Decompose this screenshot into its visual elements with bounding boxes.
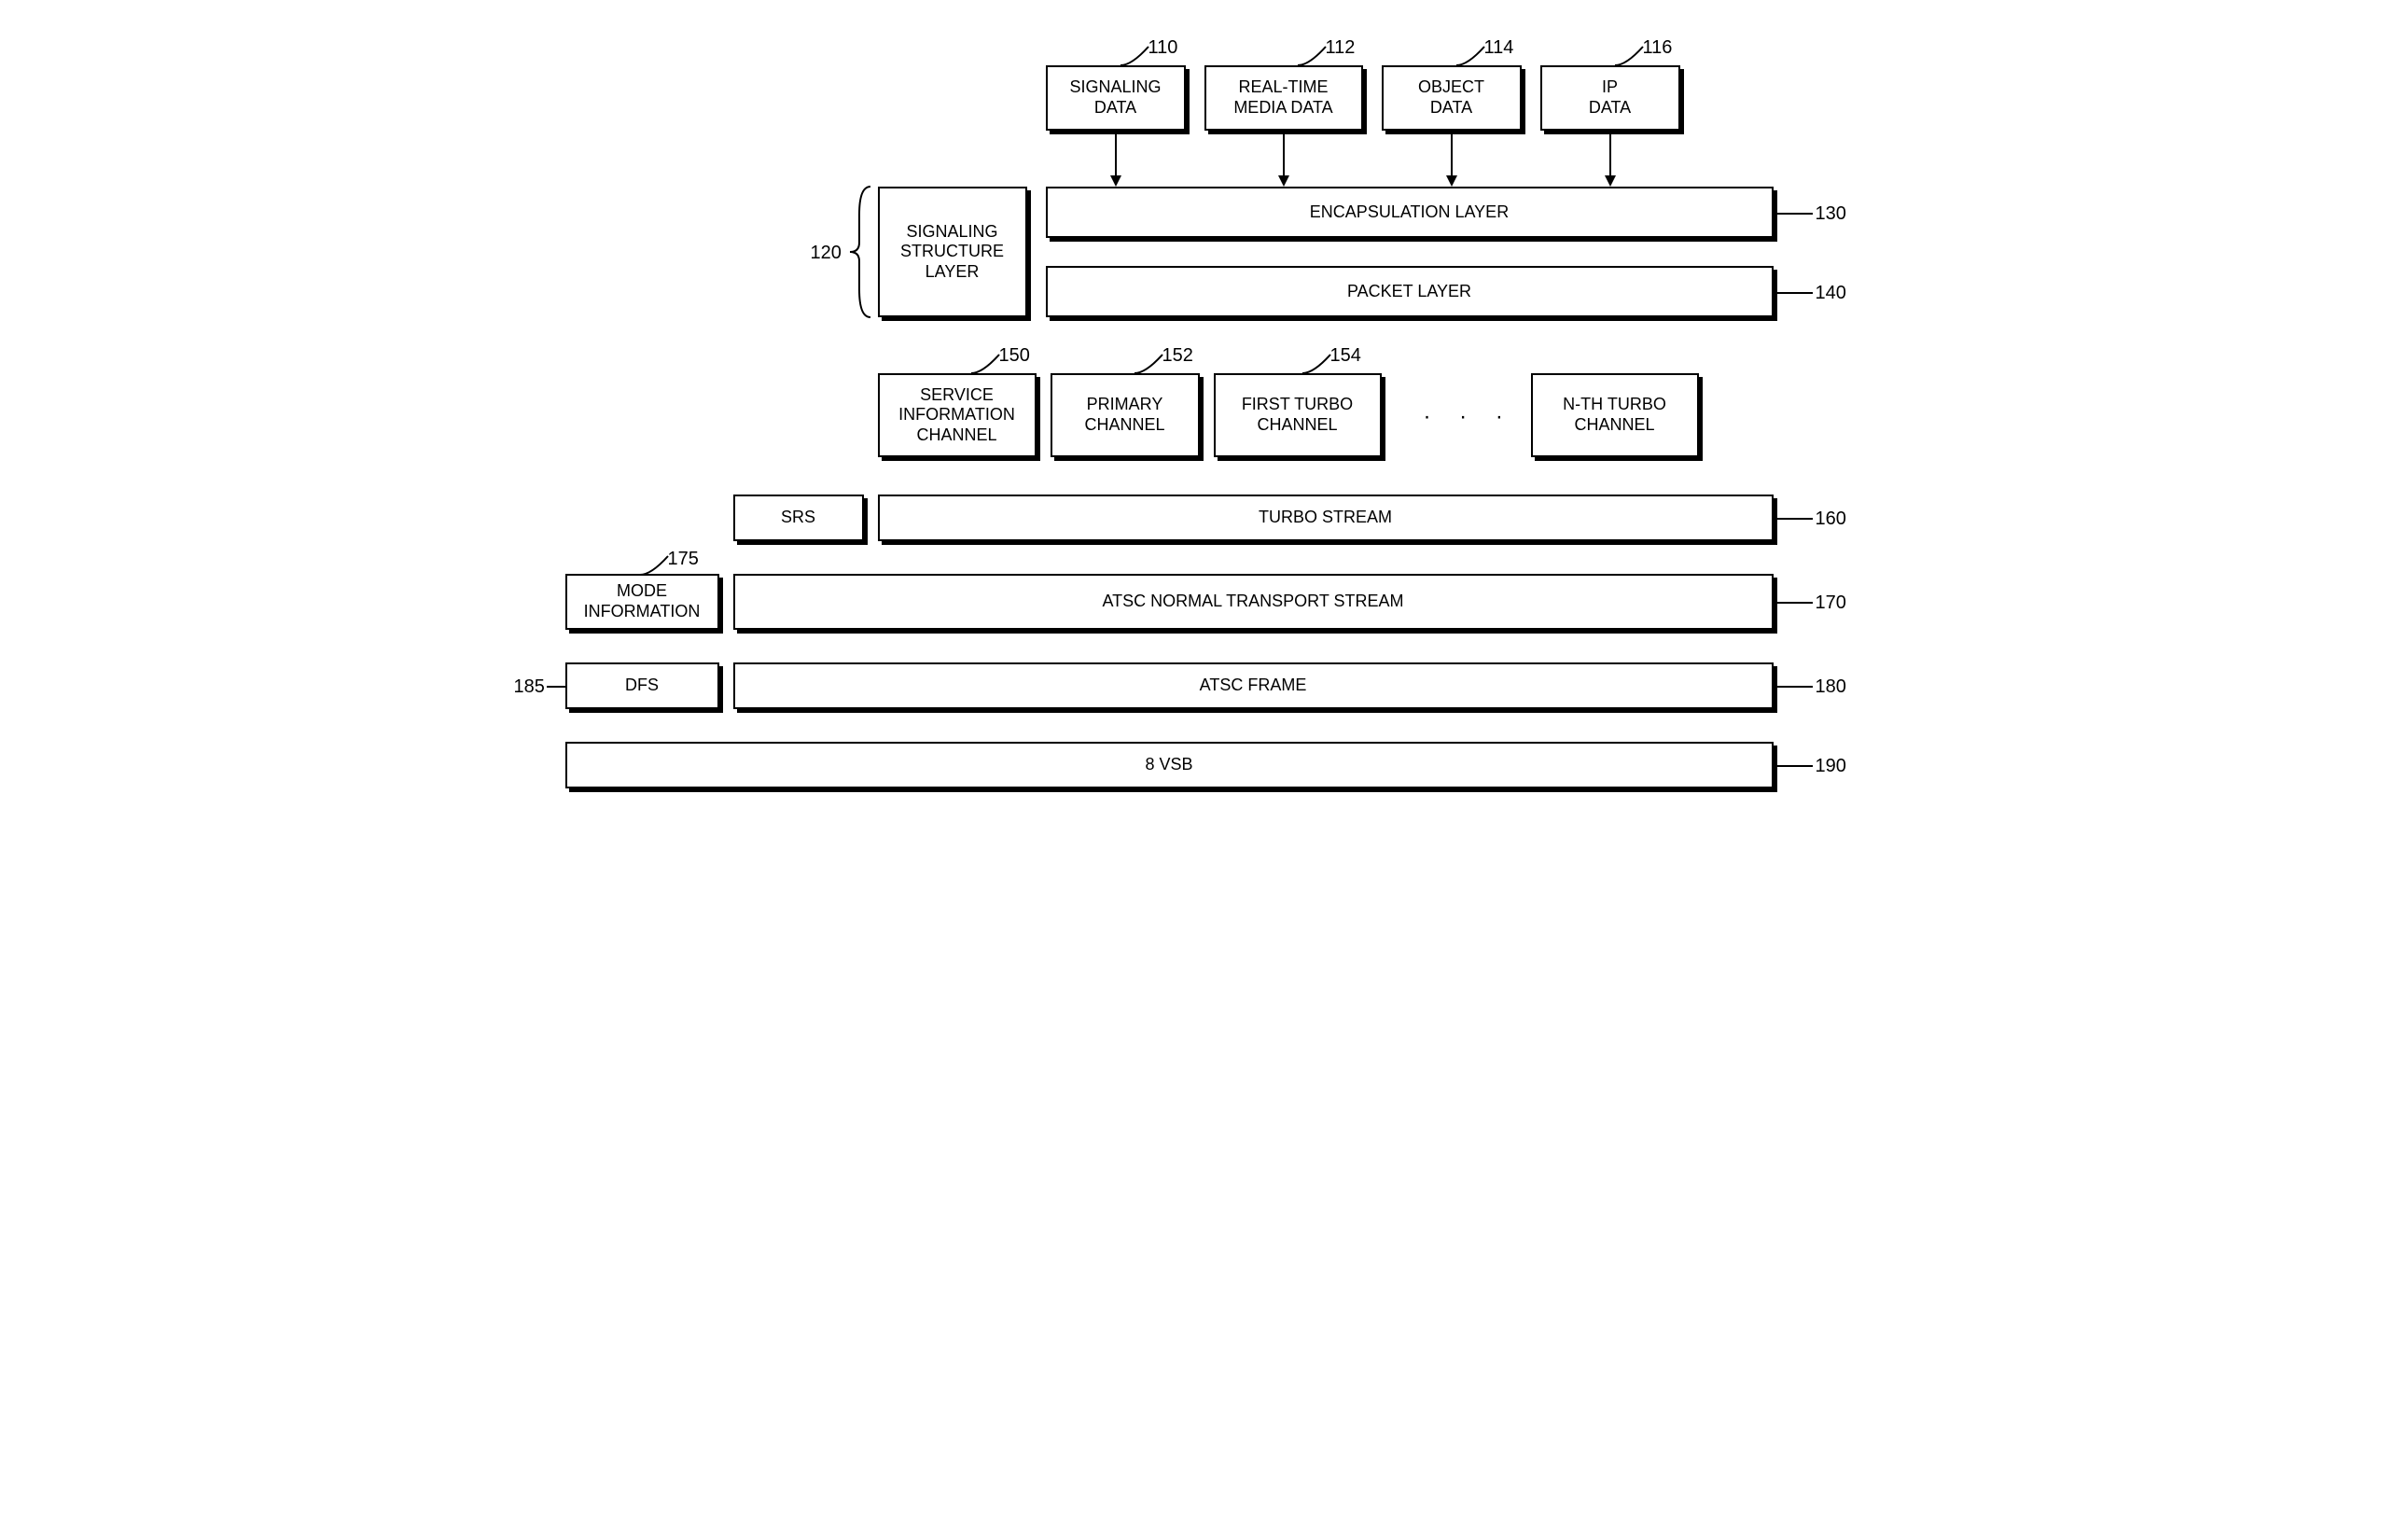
arrow-object bbox=[1445, 134, 1458, 187]
arrow-sigdata bbox=[1109, 134, 1122, 187]
brace-120 bbox=[850, 187, 873, 317]
leader-185 bbox=[547, 686, 565, 688]
box-nth-turbo-channel: N-TH TURBO CHANNEL bbox=[1531, 373, 1699, 457]
label-130: 130 bbox=[1816, 203, 1846, 225]
label-140: 140 bbox=[1816, 283, 1846, 304]
box-8vsb: 8 VSB bbox=[565, 742, 1774, 788]
label-170: 170 bbox=[1816, 592, 1846, 614]
label-160: 160 bbox=[1816, 509, 1846, 530]
box-realtime-media: REAL-TIME MEDIA DATA bbox=[1204, 65, 1363, 131]
label-180: 180 bbox=[1816, 676, 1846, 698]
arrow-ip bbox=[1604, 134, 1617, 187]
box-turbo-stream: TURBO STREAM bbox=[878, 495, 1774, 541]
leader-170 bbox=[1777, 602, 1813, 604]
layer-diagram: 110 112 114 116 SIGNALING DATA REAL-TIME… bbox=[514, 37, 1895, 858]
arrow-realtime bbox=[1277, 134, 1290, 187]
box-signaling-data: SIGNALING DATA bbox=[1046, 65, 1186, 131]
box-encapsulation: ENCAPSULATION LAYER bbox=[1046, 187, 1774, 238]
box-atsc-frame: ATSC FRAME bbox=[733, 662, 1774, 709]
box-mode-information: MODE INFORMATION bbox=[565, 574, 719, 630]
box-object-data: OBJECT DATA bbox=[1382, 65, 1522, 131]
leader-180 bbox=[1777, 686, 1813, 688]
leader-140 bbox=[1777, 292, 1813, 294]
box-dfs: DFS bbox=[565, 662, 719, 709]
box-packet: PACKET LAYER bbox=[1046, 266, 1774, 317]
box-srs: SRS bbox=[733, 495, 864, 541]
box-ip-data: IP DATA bbox=[1540, 65, 1680, 131]
leader-190 bbox=[1777, 765, 1813, 767]
box-service-info-channel: SERVICE INFORMATION CHANNEL bbox=[878, 373, 1037, 457]
leader-160 bbox=[1777, 518, 1813, 520]
label-185: 185 bbox=[514, 676, 545, 698]
label-190: 190 bbox=[1816, 756, 1846, 777]
box-signaling-structure: SIGNALING STRUCTURE LAYER bbox=[878, 187, 1027, 317]
label-120: 120 bbox=[811, 243, 842, 264]
box-primary-channel: PRIMARY CHANNEL bbox=[1051, 373, 1200, 457]
leader-130 bbox=[1777, 213, 1813, 215]
box-atsc-normal-ts: ATSC NORMAL TRANSPORT STREAM bbox=[733, 574, 1774, 630]
box-first-turbo-channel: FIRST TURBO CHANNEL bbox=[1214, 373, 1382, 457]
ellipsis-dots: · · · bbox=[1424, 404, 1514, 430]
